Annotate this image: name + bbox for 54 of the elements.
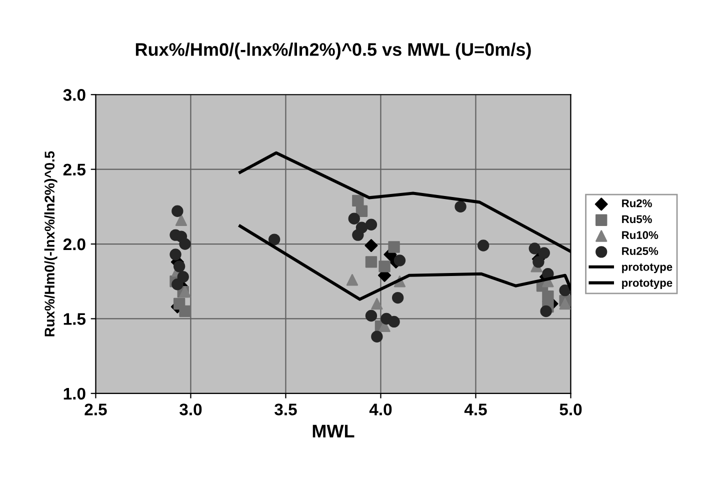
legend-label: Ru10% <box>622 231 658 240</box>
x-tick-label: 5.0 <box>560 404 582 416</box>
legend-label: Ru5% <box>622 215 652 224</box>
point <box>392 292 404 304</box>
point <box>532 256 544 268</box>
point <box>371 330 383 342</box>
legend-label: prototype <box>622 279 672 289</box>
x-axis-title: MWL <box>312 424 354 438</box>
point <box>179 238 191 250</box>
point <box>352 194 364 207</box>
x-tick-label: 3.0 <box>180 404 202 416</box>
point <box>542 290 554 302</box>
point <box>365 310 378 322</box>
point <box>454 200 466 213</box>
point <box>365 218 378 230</box>
point <box>364 239 378 252</box>
y-tick-label: 1.5 <box>64 313 86 325</box>
point <box>388 316 400 328</box>
y-tick-label: 2.5 <box>63 164 86 176</box>
point <box>177 271 189 283</box>
point <box>172 205 184 217</box>
point <box>528 242 540 254</box>
y-tick-label: 2.0 <box>63 238 86 250</box>
point <box>394 254 406 266</box>
legend-label: Ru25% <box>622 247 658 255</box>
point <box>172 278 184 290</box>
x-tick-label: 4.5 <box>464 404 487 416</box>
point <box>170 248 182 260</box>
y-axis-title: Rux%/Hm0/(-lnx%/ln2%)^0.5 <box>44 151 58 336</box>
x-tick-label: 2.5 <box>84 404 107 416</box>
point <box>365 256 378 268</box>
x-tick-label: 4.0 <box>369 404 392 416</box>
point <box>388 241 400 253</box>
point <box>538 247 550 259</box>
point <box>378 260 390 272</box>
point <box>175 214 188 226</box>
point <box>559 298 571 310</box>
y-tick-label: 3.0 <box>63 89 86 101</box>
point <box>179 305 191 318</box>
point <box>540 305 552 318</box>
point <box>268 234 280 246</box>
y-tick-label: 1.0 <box>64 388 86 400</box>
chart-title: Rux%/Hm0/(-lnx%/ln2%)^0.5 vs MWL (U=0m/s) <box>136 42 531 60</box>
point <box>371 298 383 310</box>
legend-label: prototype <box>622 264 672 274</box>
point <box>348 212 360 224</box>
point <box>346 274 358 286</box>
point <box>356 222 368 234</box>
point <box>477 240 490 252</box>
point <box>356 205 368 217</box>
legend-label: Ru2% <box>622 199 652 208</box>
point <box>173 260 186 272</box>
x-tick-label: 3.5 <box>274 404 297 416</box>
point <box>559 284 571 296</box>
